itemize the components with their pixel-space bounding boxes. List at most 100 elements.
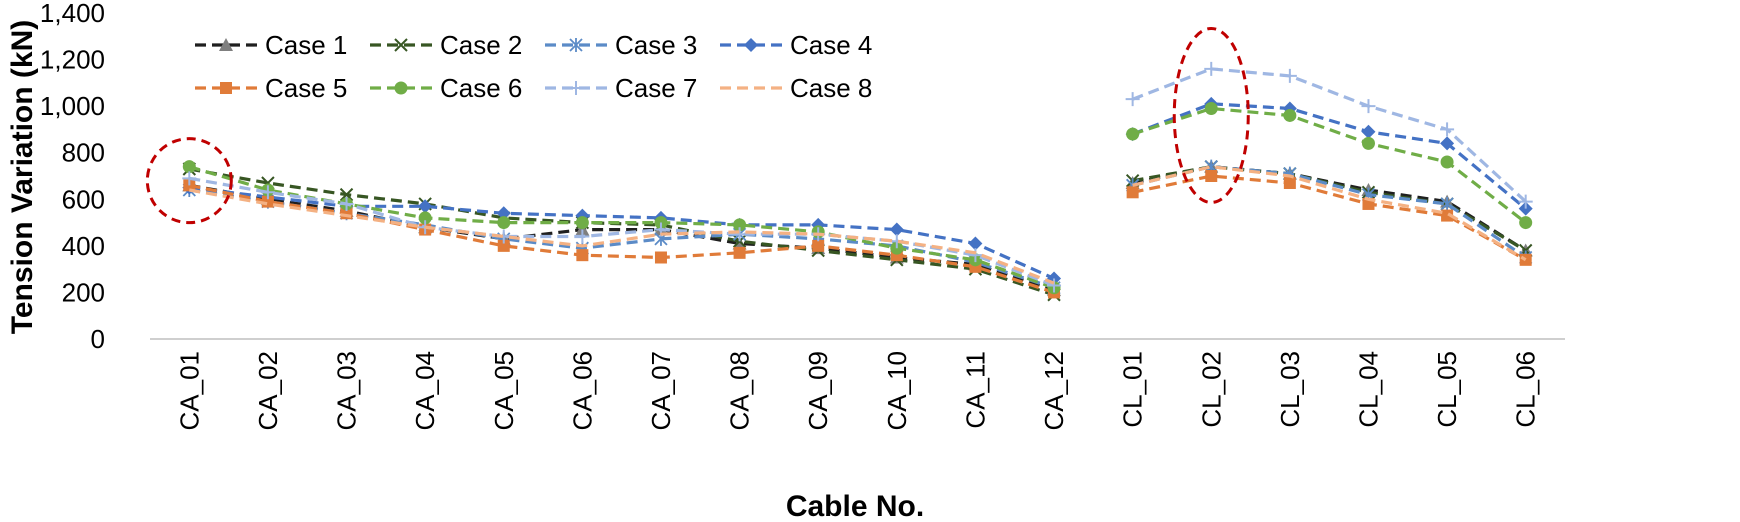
series-line	[189, 176, 1055, 287]
data-point	[1126, 127, 1140, 141]
legend-label: Case 2	[440, 30, 522, 60]
y-tick-label: 400	[62, 231, 105, 261]
legend-marker	[569, 38, 583, 52]
y-tick-label: 0	[91, 324, 105, 354]
x-tick-label: CL_01	[1118, 351, 1148, 428]
legend-marker	[394, 38, 408, 52]
x-tick-label: CA_04	[410, 351, 440, 431]
x-tick-label: CA_08	[725, 351, 755, 431]
y-tick-label: 200	[62, 277, 105, 307]
data-point	[732, 227, 747, 242]
legend-item: Case 4	[720, 30, 872, 60]
legend-label: Case 7	[615, 73, 697, 103]
series-line	[1132, 102, 1527, 210]
legend-label: Case 6	[440, 73, 522, 103]
data-point	[1283, 108, 1297, 122]
series-line	[188, 165, 1055, 290]
y-tick-label: 1,000	[40, 91, 105, 121]
series-line	[189, 188, 1055, 285]
data-point	[497, 239, 510, 252]
legend-item: Case 3	[545, 30, 697, 60]
x-tick-label: CA_03	[332, 351, 362, 431]
legend-item: Case 5	[195, 73, 347, 103]
data-point	[260, 185, 275, 200]
legend-item: Case 8	[720, 73, 872, 103]
data-point	[1205, 170, 1218, 182]
data-point	[889, 222, 904, 237]
series-layer	[182, 61, 1533, 302]
data-point	[497, 216, 511, 230]
data-point	[1282, 68, 1297, 83]
x-tick-label: CL_04	[1353, 351, 1383, 428]
data-point	[733, 218, 747, 232]
data-point	[968, 236, 983, 251]
data-point	[1440, 155, 1454, 169]
legend-marker	[394, 81, 408, 95]
series-5	[183, 170, 1532, 299]
x-axis-title: Cable No.	[786, 490, 924, 522]
data-point	[418, 211, 432, 225]
legend-item: Case 7	[545, 73, 697, 103]
data-point	[1126, 186, 1139, 199]
legend-label: Case 4	[790, 30, 872, 60]
data-point	[812, 239, 825, 252]
legend-label: Case 3	[615, 30, 697, 60]
series-4	[182, 96, 1533, 286]
data-point	[1519, 253, 1532, 266]
x-axis-ticks: CA_01 CA_02 CA_03 CA_04 CA_05 CA_06 CA_07 CA_08…	[174, 351, 1540, 431]
data-point	[339, 196, 354, 211]
legend-item: Case 6	[370, 73, 522, 103]
data-point	[1518, 194, 1533, 209]
data-point	[1361, 99, 1376, 114]
highlight-ellipse	[145, 137, 233, 225]
legend-item: Case 1	[195, 30, 347, 60]
y-tick-label: 600	[62, 184, 105, 214]
data-point	[1440, 122, 1455, 137]
data-point	[654, 251, 667, 264]
series-line	[1132, 106, 1527, 224]
legend-label: Case 8	[790, 73, 872, 103]
y-tick-label: 1,400	[40, 0, 105, 28]
legend-marker	[744, 38, 758, 52]
data-point	[418, 199, 433, 214]
x-tick-label: CA_02	[253, 351, 283, 431]
y-axis-ticks: 0 200 400 600 800 1,000 1,200 1,400	[40, 0, 105, 354]
x-tick-label: CL_06	[1511, 351, 1541, 428]
x-tick-label: CL_05	[1432, 351, 1462, 428]
y-axis-title: Tension Variation (kN)	[6, 20, 39, 335]
data-point	[1283, 176, 1296, 189]
x-tick-label: CA_01	[174, 351, 204, 431]
data-point	[576, 249, 589, 262]
legend-marker	[219, 38, 233, 51]
data-point	[575, 216, 589, 230]
x-tick-label: CA_07	[646, 351, 676, 431]
y-tick-label: 800	[62, 138, 105, 168]
x-tick-label: CL_03	[1275, 351, 1305, 428]
data-point	[1125, 92, 1140, 107]
data-point	[733, 246, 746, 259]
data-point	[732, 236, 747, 250]
x-tick-label: CA_06	[567, 351, 597, 431]
data-point	[1519, 216, 1533, 230]
series-2	[182, 159, 1533, 302]
series-line	[188, 183, 1055, 294]
x-tick-label: CA_09	[803, 351, 833, 431]
series-6	[182, 101, 1533, 295]
legend-marker	[569, 81, 583, 95]
legend-label: Case 5	[265, 73, 347, 103]
data-point	[1204, 61, 1219, 76]
series-line	[189, 186, 1055, 280]
data-point	[575, 229, 590, 244]
x-tick-label: CA_05	[489, 351, 519, 431]
highlight-ellipse	[1172, 26, 1250, 204]
series-line	[189, 188, 1055, 290]
data-point	[1047, 278, 1062, 293]
data-point	[496, 206, 511, 221]
x-tick-label: CA_10	[882, 351, 912, 431]
legend: Case 1 Case 2 Case 3 Case 4 Case 5 Case 6 Case…	[195, 30, 872, 103]
series-line	[189, 167, 1055, 297]
data-point	[182, 171, 197, 186]
series-8	[189, 165, 1527, 285]
x-tick-label: CA_11	[960, 351, 990, 429]
